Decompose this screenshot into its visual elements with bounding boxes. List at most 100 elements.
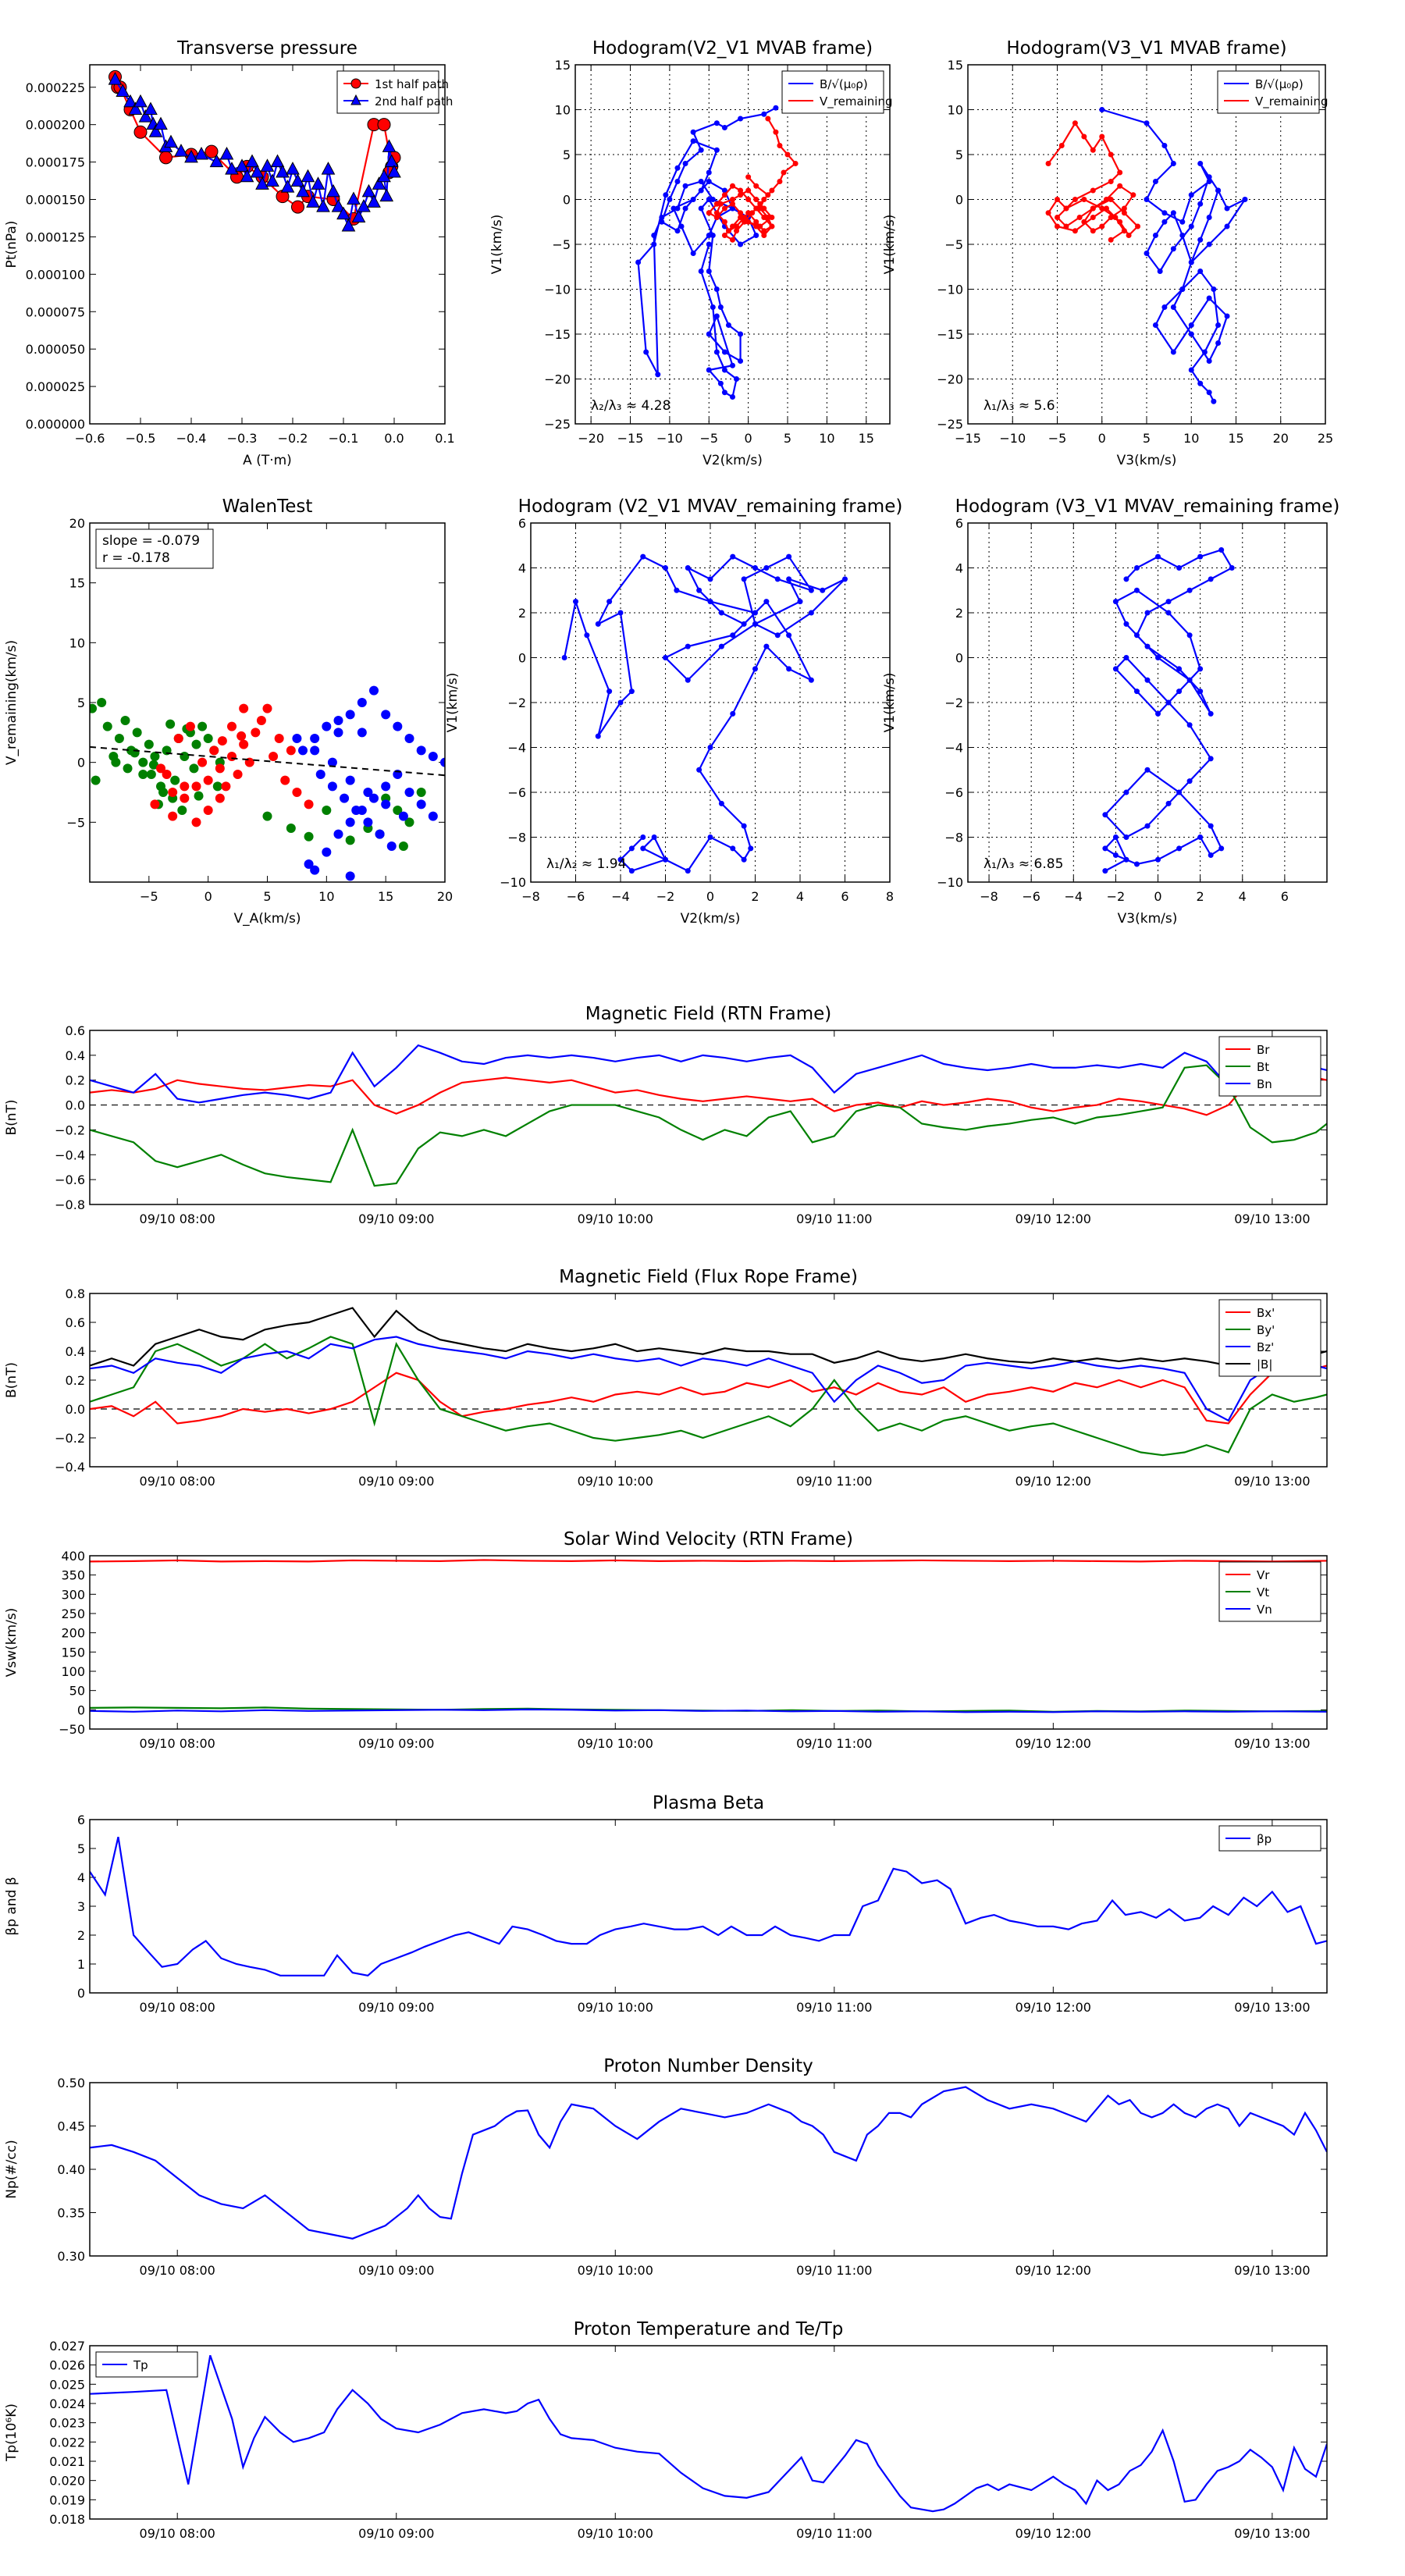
y-tick-label: 0.40	[57, 2162, 85, 2177]
data-point	[730, 845, 736, 852]
data-point	[1218, 845, 1225, 852]
x-tick-label: 09/10 09:00	[358, 1212, 434, 1226]
data-point	[713, 286, 720, 292]
scatter-point	[369, 793, 379, 803]
plot-frame	[89, 1819, 1328, 1994]
plot-data	[90, 685, 445, 881]
data-point	[1121, 210, 1127, 216]
data-point	[707, 599, 713, 605]
data-point	[761, 205, 767, 212]
data-point	[707, 576, 713, 582]
annotation-text: λ₁/λ₃ ≈ 5.6	[984, 398, 1055, 414]
x-tick-label: −0.2	[278, 431, 308, 446]
annotation-text: λ₂/λ₃ ≈ 4.28	[591, 398, 670, 414]
data-point	[1165, 610, 1172, 616]
scatter-point	[322, 721, 332, 731]
x-tick-label: 09/10 13:00	[1234, 2263, 1310, 2278]
y-tick-label: 0.000175	[26, 155, 85, 170]
scatter-point	[162, 770, 172, 779]
data-point	[777, 143, 783, 148]
data-point	[1103, 197, 1109, 202]
data-point	[761, 233, 767, 238]
series-line	[1047, 121, 1140, 241]
data-point	[1176, 688, 1183, 695]
scatter-point	[416, 788, 426, 797]
scatter-point	[322, 806, 332, 815]
legend-box	[781, 70, 884, 114]
data-point	[617, 856, 624, 863]
scatter-point	[191, 817, 201, 827]
x-tick-label: 10	[1183, 431, 1199, 446]
x-tick-label: −2	[1107, 889, 1126, 904]
scatter-point	[197, 721, 208, 731]
data-point	[1208, 576, 1214, 582]
y-axis-label: Pt(nPa)	[4, 221, 20, 269]
data-point	[205, 144, 219, 158]
data-point	[745, 210, 752, 216]
y-tick-label: −6	[944, 785, 963, 800]
x-tick-label: 09/10 09:00	[358, 1474, 434, 1489]
y-tick-label: 0.000225	[26, 80, 85, 95]
data-point	[1081, 197, 1087, 202]
data-point	[663, 192, 669, 198]
chart-magnetic-field-rtn: Magnetic Field (RTN Frame) 09/10 08:00 09/…	[4, 1004, 1328, 1226]
data-point	[738, 215, 744, 220]
y-tick-label: 5	[77, 1841, 85, 1856]
plot-data	[90, 1307, 1327, 1457]
x-tick-label: 09/10 08:00	[140, 1212, 215, 1226]
data-point	[133, 94, 148, 108]
data-point	[745, 187, 752, 194]
data-point	[842, 576, 848, 582]
y-tick-label: 0.019	[49, 2492, 85, 2507]
x-tick-label: 15	[1228, 431, 1243, 446]
data-point	[1176, 666, 1183, 672]
x-tick-label: −10	[656, 431, 683, 446]
data-point	[738, 358, 744, 364]
scatter-point	[197, 757, 208, 767]
x-tick-label: −5	[699, 431, 718, 446]
data-point	[763, 599, 770, 605]
data-point	[1155, 655, 1161, 660]
series-line	[564, 555, 846, 873]
scatter-point	[144, 739, 154, 749]
y-tick-label: 0.026	[49, 2358, 85, 2373]
scatter-point	[269, 752, 279, 761]
x-tick-label: 09/10 11:00	[796, 2526, 872, 2541]
data-point	[1197, 688, 1204, 695]
scatter-point	[170, 775, 180, 785]
chart-walen-test: WalenTest −5 0 5 10 15 20 −5 0 5 10 15 20 V_A(km/s) V_…	[4, 496, 453, 927]
scatter-point	[286, 745, 296, 756]
data-point	[286, 162, 300, 175]
data-point	[797, 599, 803, 605]
chart-magnetic-field-fluxrope: Magnetic Field (Flux Rope Frame) 09/10 08…	[4, 1267, 1328, 1489]
data-point	[138, 109, 153, 123]
data-point	[1179, 219, 1186, 225]
data-point	[1197, 380, 1204, 386]
scatter-point	[428, 811, 438, 821]
data-point	[1206, 390, 1212, 396]
y-tick-label: −0.4	[55, 1147, 85, 1162]
data-point	[1208, 756, 1214, 762]
data-point	[685, 677, 691, 683]
data-point	[682, 183, 688, 189]
data-point	[698, 205, 704, 212]
x-tick-label: 09/10 13:00	[1234, 2526, 1310, 2541]
data-point	[1099, 107, 1105, 112]
chart-transverse-pressure: Transverse pressure −0.6 −0.5 −0.4 −0.3 −0.2 −…	[4, 38, 455, 468]
scatter-point	[180, 793, 190, 803]
scatter-point	[221, 781, 231, 792]
data-point	[1099, 205, 1105, 212]
y-tick-label: 10	[948, 103, 963, 118]
x-tick-label: −0.4	[176, 431, 207, 446]
data-point	[1188, 192, 1194, 198]
data-point	[1186, 632, 1193, 639]
series-line	[90, 1307, 1327, 1367]
scatter-point	[345, 871, 355, 881]
data-point	[1144, 767, 1151, 773]
data-point	[1208, 710, 1214, 717]
data-point	[1208, 852, 1214, 858]
y-axis-label: βp and β	[4, 1877, 20, 1935]
chart-title: Solar Wind Velocity (RTN Frame)	[564, 1529, 853, 1550]
data-point	[1206, 215, 1212, 220]
x-axis-label: V2(km/s)	[702, 453, 763, 468]
